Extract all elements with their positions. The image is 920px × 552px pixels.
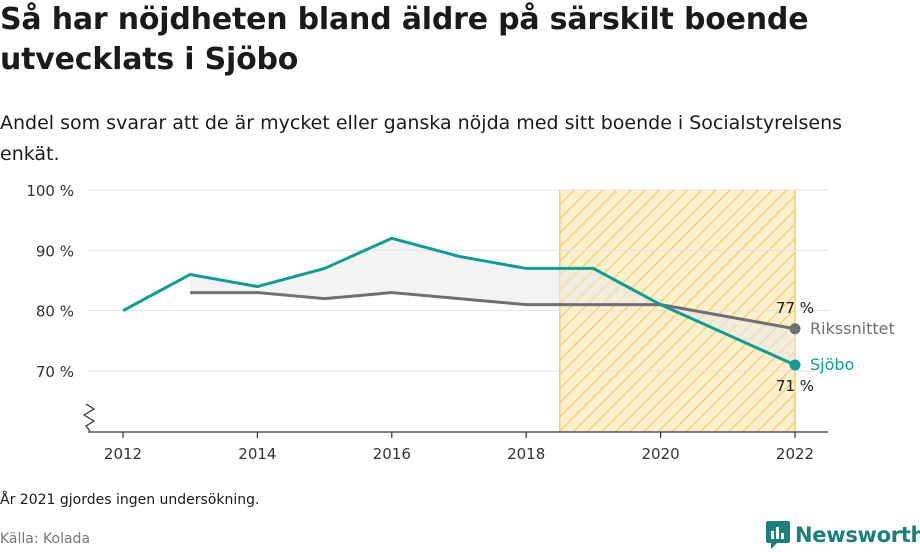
y-tick-label: 80 % [36, 303, 74, 321]
end-point-rikssnittet [789, 323, 801, 335]
x-tick-label: 2020 [642, 445, 680, 463]
x-tick-label: 2012 [104, 445, 142, 463]
y-tick-label: 70 % [36, 363, 74, 381]
difference-band [190, 238, 795, 365]
brand-name: Newsworthy [795, 523, 920, 547]
y-tick-label: 100 % [26, 182, 74, 200]
newsworthy-logo: Newsworthy [765, 519, 920, 551]
end-point-sjobo [789, 359, 801, 371]
series-line-rikssnittet [190, 291, 796, 331]
source-text: Källa: Kolada [0, 531, 91, 547]
axis-break-icon [83, 403, 95, 432]
series-line-sjobo [122, 236, 796, 367]
series-label-rikssnittet: Rikssnittet [810, 319, 895, 338]
chart-subtitle: Andel som svarar att de är mycket eller … [0, 112, 843, 165]
newsworthy-chart-icon [766, 521, 790, 549]
y-tick-label: 90 % [36, 242, 74, 260]
x-tick-label: 2016 [373, 445, 411, 463]
footnote: År 2021 gjordes ingen undersökning. [0, 492, 260, 508]
x-tick-label: 2018 [507, 445, 545, 463]
x-tick-label: 2022 [776, 445, 814, 463]
end-value-label-rikssnittet: 77 % [776, 299, 814, 317]
end-value-label-sjobo: 71 % [776, 377, 814, 395]
series-label-sjobo: Sjöbo [810, 355, 854, 374]
x-tick-label: 2014 [238, 445, 276, 463]
chart-title: Så har nöjdheten bland äldre på särskilt… [0, 2, 809, 77]
line-chart: 70 % 80 % 90 % 100 % 2012 2014 2016 2018 2020 202… [26, 182, 895, 463]
